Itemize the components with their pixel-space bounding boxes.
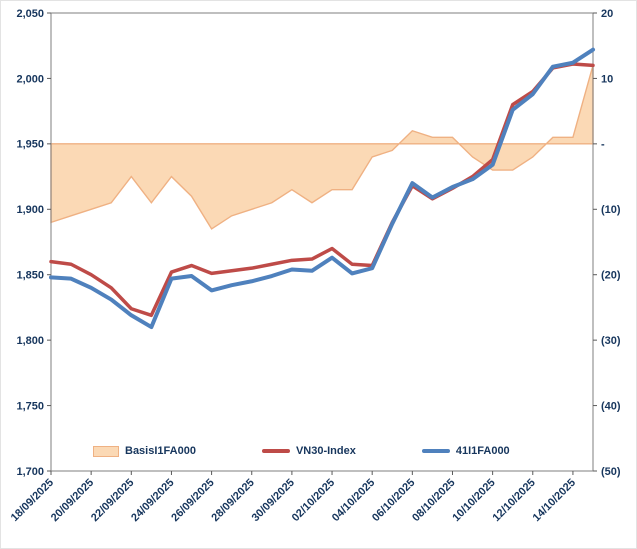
- right-axis-tick-label: 10: [601, 73, 613, 85]
- left-axis-tick-label: 1,900: [16, 204, 44, 216]
- left-axis-tick-label: 2,050: [16, 8, 44, 20]
- 41I1FA000-line-series: [49, 47, 595, 330]
- left-axis-tick-label: 1,850: [16, 270, 44, 282]
- right-axis-tick-label: (30): [601, 335, 621, 347]
- right-axis-tick-label: -: [601, 139, 605, 151]
- left-axis-tick-label: 2,000: [16, 73, 44, 85]
- right-axis-tick-label: (20): [601, 270, 621, 282]
- basis-area-series: [50, 65, 594, 230]
- left-axis-tick-label: 1,800: [16, 335, 44, 347]
- right-axis-tick-label: 20: [601, 8, 613, 20]
- x-axis-tick-label: 14/10/2025: [531, 477, 578, 524]
- right-axis-tick-label: (50): [601, 466, 621, 478]
- right-axis-tick-label: (10): [601, 204, 621, 216]
- right-axis-tick-label: (40): [601, 400, 621, 412]
- left-axis-tick-label: 1,700: [16, 466, 44, 478]
- plot-frame: [50, 12, 594, 472]
- left-axis-tick-label: 1,950: [16, 139, 44, 151]
- left-axis-tick-label: 1,750: [16, 400, 44, 412]
